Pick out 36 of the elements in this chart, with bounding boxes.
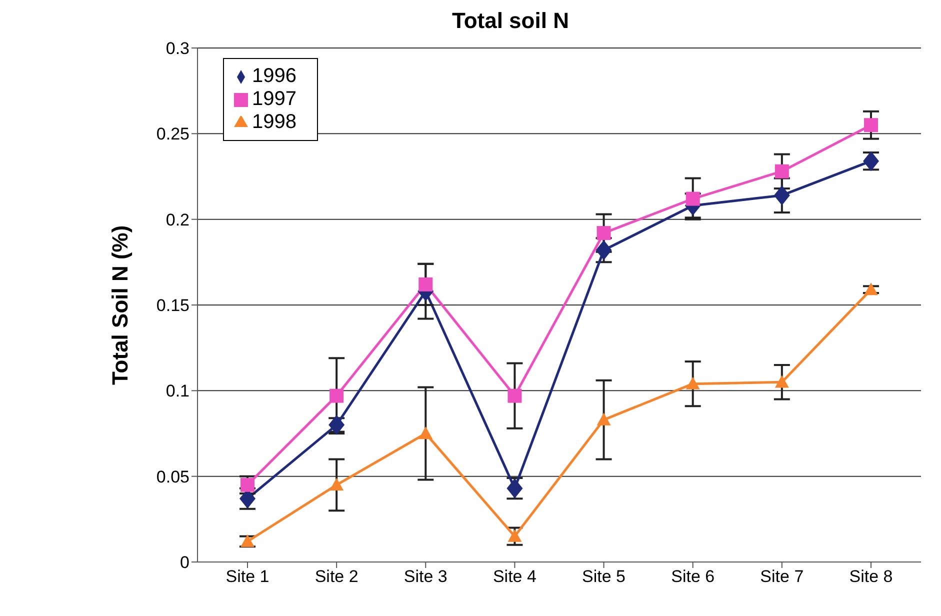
legend-label: 1998 (252, 111, 296, 133)
x-tick-label: Site 8 (849, 567, 893, 586)
legend-label: 1996 (252, 65, 296, 87)
y-tick-label: 0.05 (156, 467, 190, 486)
y-tick-label: 0.25 (156, 124, 190, 144)
y-tick-label: 0.3 (166, 39, 190, 58)
point (508, 388, 522, 403)
x-tick-label: Site 3 (404, 567, 448, 586)
point (418, 277, 433, 292)
point (596, 226, 611, 240)
point (330, 478, 344, 490)
y-tick-label: 0 (180, 553, 190, 572)
x-tick-label: Site 2 (314, 567, 358, 586)
point (418, 426, 433, 440)
y-axis-title: Total Soil N (%) (107, 225, 132, 385)
point (774, 375, 789, 388)
point (686, 192, 700, 206)
point (864, 118, 878, 132)
point (864, 282, 878, 296)
x-tick-label: Site 6 (671, 567, 715, 586)
x-tick-label: Site 1 (226, 567, 270, 586)
point (686, 376, 700, 390)
y-tick-label: 0.1 (166, 382, 190, 401)
x-tick-label: Site 4 (492, 567, 536, 586)
y-tick-label: 0.2 (166, 210, 190, 230)
y-tick-label: 0.15 (156, 296, 190, 316)
legend-label: 1997 (252, 88, 296, 110)
point (330, 388, 344, 403)
chart-title: Total soil N (451, 8, 570, 35)
point (774, 164, 789, 178)
x-tick-label: Site 7 (760, 567, 804, 586)
point (508, 529, 522, 542)
point (596, 412, 611, 426)
point (596, 240, 612, 260)
x-tick-label: Site 5 (582, 567, 626, 586)
point (774, 185, 790, 206)
